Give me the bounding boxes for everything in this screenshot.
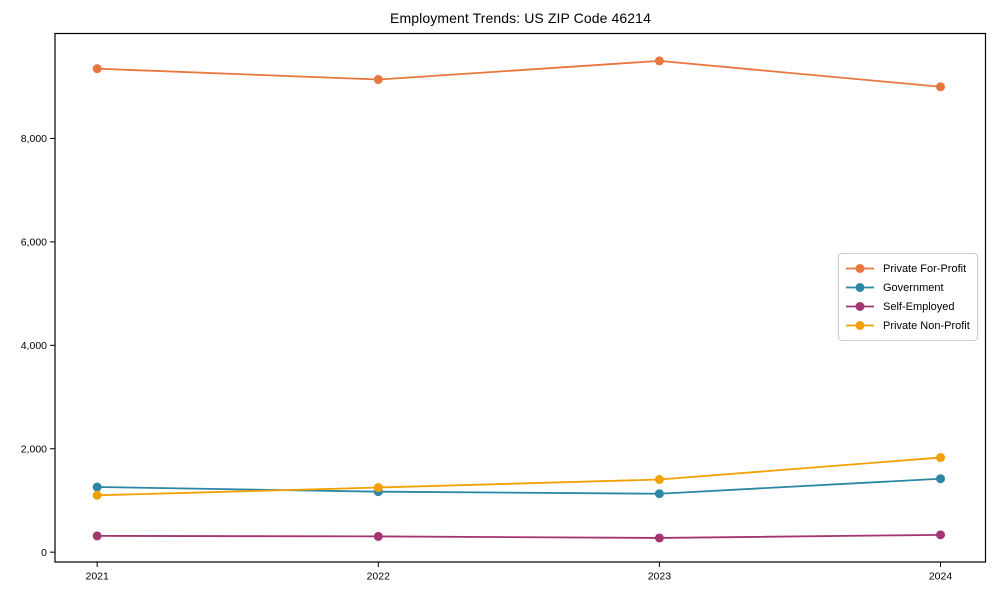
series-marker [936,453,946,463]
legend-marker-icon [846,321,874,330]
series-line [97,456,941,497]
series-marker [373,531,383,541]
series-marker [92,490,102,500]
legend-label: Government [883,281,944,294]
series-line [97,533,941,539]
x-tick-label: 2023 [648,571,672,583]
legend-item: Private For-Profit [845,259,971,278]
legend: Private For-Profit Government Self-Employe… [838,253,978,341]
series-marker [92,531,102,541]
series-marker [936,530,946,540]
legend-label: Private For-Profit [883,262,967,275]
chart-title: Employment Trends: US ZIP Code 46214 [390,10,651,26]
x-tick-label: 2024 [929,571,953,583]
legend-item: Private Non-Profit [845,316,971,335]
y-tick-label: 8,000 [21,133,47,145]
legend-marker-icon [846,264,874,273]
y-tick-label: 4,000 [21,340,47,352]
x-tick-label: 2022 [367,571,391,583]
series-marker [654,56,664,66]
series-marker [654,533,664,543]
y-tick-label: 6,000 [21,237,47,249]
y-tick-label: 0 [41,547,47,559]
series-line [97,60,941,88]
series-marker [936,82,946,92]
series-marker [654,475,664,485]
series-line [97,477,941,495]
series-marker [654,489,664,499]
legend-item: Government [845,278,971,297]
series-marker [92,64,102,74]
legend-marker-icon [846,302,874,311]
legend-item: Self-Employed [845,297,971,316]
y-tick-label: 2,000 [21,443,47,455]
series-marker [92,482,102,492]
legend-label: Self-Employed [883,300,955,313]
legend-label: Private Non-Profit [883,319,970,332]
x-tick-label: 2021 [85,571,109,583]
axes-frame [54,32,987,563]
series-marker [373,483,383,493]
legend-marker-icon [846,283,874,292]
series-marker [936,474,946,484]
series-marker [373,75,383,85]
